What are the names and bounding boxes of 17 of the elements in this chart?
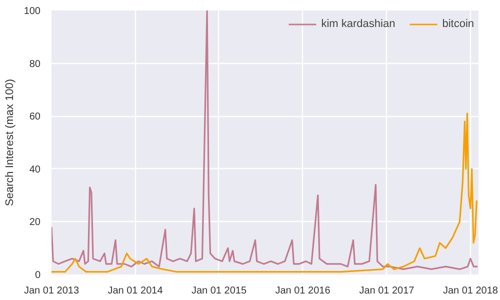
y-tick-label: 20	[29, 217, 41, 228]
x-tick-label: Jan 01 2015	[191, 286, 247, 296]
line-series	[52, 112, 478, 273]
x-tick-label: Jan 01 2013	[24, 286, 80, 296]
line-series	[52, 10, 478, 270]
x-tick-label: Jan 01 2014	[108, 286, 164, 296]
legend-label: bitcoin	[442, 18, 474, 30]
x-tick-label: Jan 01 2017	[359, 286, 415, 296]
y-tick-label: 60	[29, 112, 41, 123]
x-tick-label: Jan 01 2016	[275, 286, 331, 296]
y-tick-label: 0	[34, 270, 41, 281]
y-tick-label: 40	[29, 164, 41, 176]
y-tick-label: 80	[29, 58, 41, 70]
y-tick-label: 100	[24, 6, 41, 17]
y-axis-title: Search Interest (max 100)	[4, 78, 16, 206]
x-tick-label: Jan 01 2018	[442, 286, 498, 296]
legend-label: kim kardashian	[321, 18, 396, 30]
